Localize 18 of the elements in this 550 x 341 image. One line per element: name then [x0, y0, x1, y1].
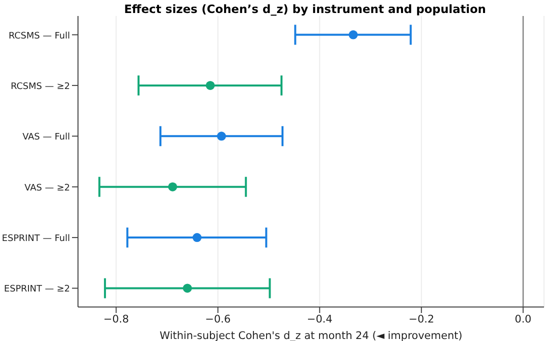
x-tick-label: 0.0 — [514, 313, 532, 326]
point — [192, 233, 202, 242]
point — [216, 132, 226, 141]
y-tick-label: VAS — Full — [22, 132, 70, 143]
point — [348, 30, 358, 40]
y-tick-label: ESPRINT — ≥2 — [4, 284, 70, 295]
chart-title: Effect sizes (Cohen’s d_z) by instrument and population — [123, 1, 487, 16]
x-tick-label: −0.8 — [103, 313, 129, 326]
y-tick-label: VAS — ≥2 — [24, 183, 70, 194]
point — [168, 182, 178, 192]
y-tick-label: RCSMS — ≥2 — [10, 82, 70, 92]
y-tick-label: RCSMS — Full — [8, 31, 70, 42]
point — [182, 284, 192, 293]
x-tick-label: −0.6 — [205, 313, 231, 326]
y-tick-label: ESPRINT — Full — [2, 234, 70, 244]
point — [206, 80, 215, 90]
x-tick-label: −0.2 — [408, 313, 434, 326]
x-tick-label: −0.4 — [306, 313, 333, 326]
